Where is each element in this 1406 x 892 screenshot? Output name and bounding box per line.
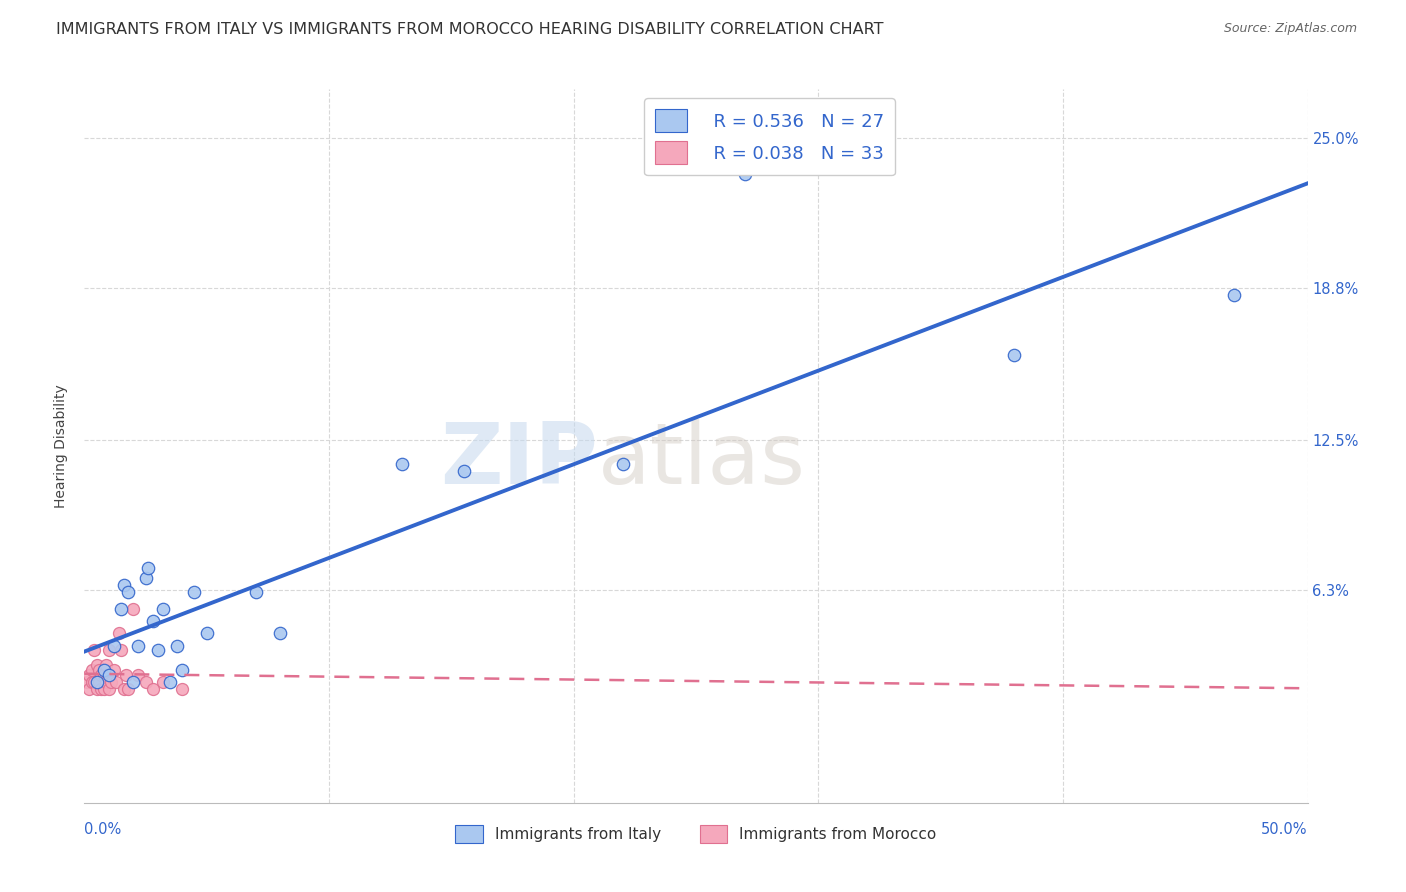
Point	[87, 663, 110, 677]
Point	[77, 682, 100, 697]
Point	[105, 674, 128, 689]
Point	[103, 663, 125, 677]
Point	[172, 682, 194, 697]
Point	[83, 643, 105, 657]
Point	[127, 667, 149, 681]
Text: atlas: atlas	[598, 418, 806, 502]
Point	[391, 457, 413, 471]
Point	[135, 674, 157, 689]
Point	[107, 626, 129, 640]
Point	[122, 674, 145, 689]
Point	[93, 667, 115, 681]
Point	[112, 578, 135, 592]
Point	[172, 663, 194, 677]
Point	[127, 639, 149, 653]
Point	[152, 674, 174, 689]
Point	[112, 682, 135, 697]
Point	[152, 602, 174, 616]
Point	[115, 667, 138, 681]
Point	[453, 464, 475, 478]
Point	[110, 602, 132, 616]
Point	[117, 585, 139, 599]
Point	[86, 674, 108, 689]
Point	[96, 674, 118, 689]
Point	[142, 682, 165, 697]
Point	[97, 643, 120, 657]
Point	[80, 674, 103, 689]
Point	[195, 626, 218, 640]
Point	[87, 674, 110, 689]
Text: IMMIGRANTS FROM ITALY VS IMMIGRANTS FROM MOROCCO HEARING DISABILITY CORRELATION : IMMIGRANTS FROM ITALY VS IMMIGRANTS FROM…	[56, 22, 884, 37]
Text: 50.0%: 50.0%	[1261, 822, 1308, 838]
Y-axis label: Hearing Disability: Hearing Disability	[55, 384, 69, 508]
Point	[97, 667, 120, 681]
Text: Source: ZipAtlas.com: Source: ZipAtlas.com	[1223, 22, 1357, 36]
Point	[1223, 288, 1246, 302]
Point	[135, 571, 157, 585]
Point	[90, 667, 112, 681]
Point	[86, 657, 108, 672]
Point	[1002, 348, 1025, 362]
Text: 0.0%: 0.0%	[84, 822, 121, 838]
Point	[142, 615, 165, 629]
Point	[166, 639, 188, 653]
Point	[734, 167, 756, 181]
Point	[612, 457, 634, 471]
Point	[122, 602, 145, 616]
Text: ZIP: ZIP	[440, 418, 598, 502]
Point	[86, 682, 108, 697]
Point	[93, 682, 115, 697]
Point	[93, 663, 115, 677]
Point	[80, 663, 103, 677]
Point	[146, 643, 169, 657]
Point	[76, 674, 98, 689]
Point	[183, 585, 205, 599]
Point	[96, 657, 118, 672]
Point	[136, 561, 159, 575]
Point	[245, 585, 267, 599]
Point	[269, 626, 291, 640]
Point	[110, 643, 132, 657]
Point	[117, 682, 139, 697]
Point	[77, 667, 100, 681]
Point	[159, 674, 181, 689]
Point	[100, 674, 122, 689]
Point	[97, 682, 120, 697]
Point	[90, 682, 112, 697]
Point	[103, 639, 125, 653]
Legend: Immigrants from Italy, Immigrants from Morocco: Immigrants from Italy, Immigrants from M…	[450, 819, 942, 848]
Point	[83, 674, 105, 689]
